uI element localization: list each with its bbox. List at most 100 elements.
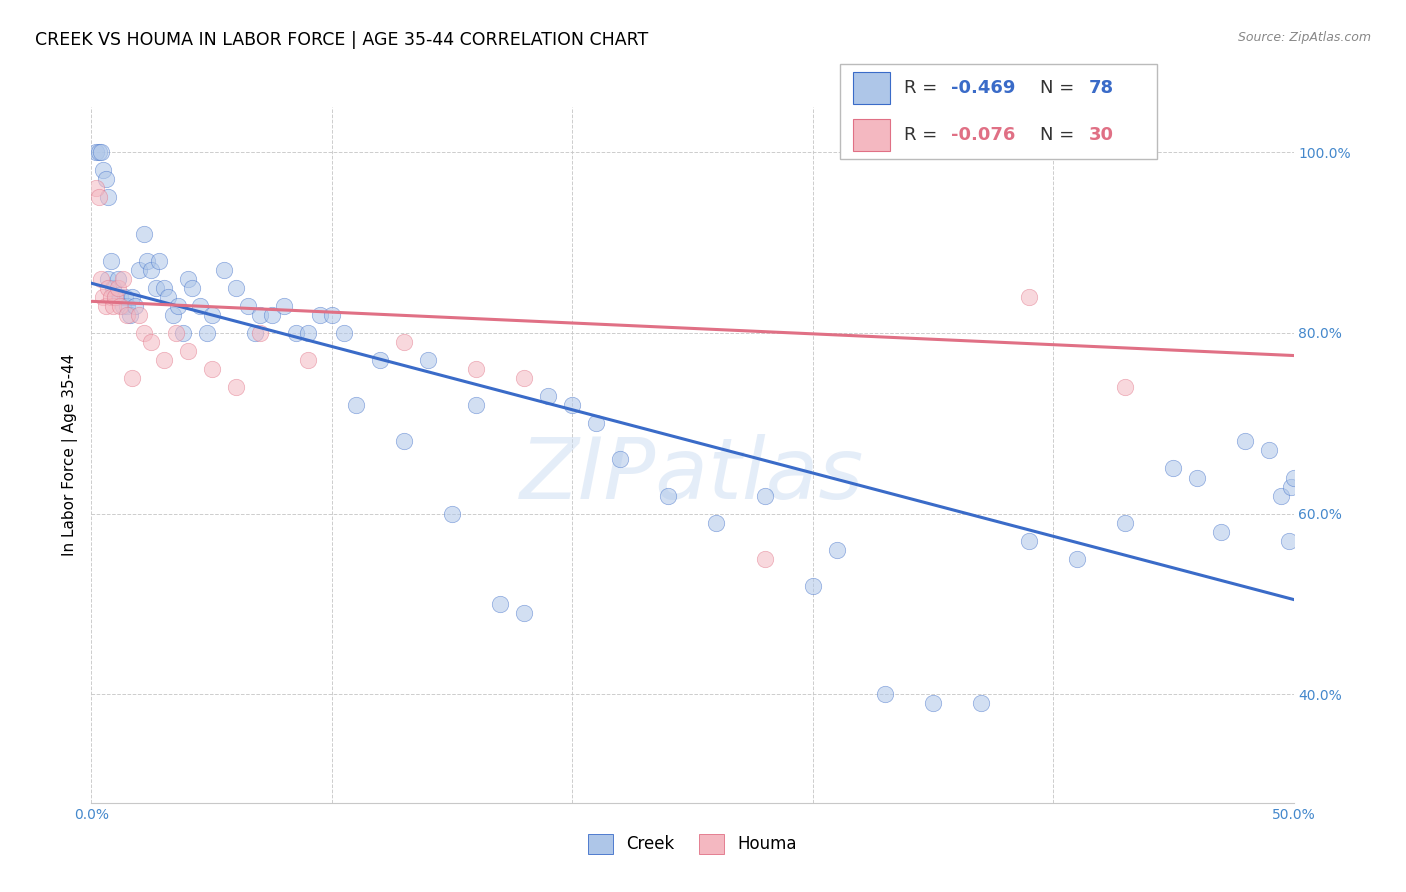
Point: [134, 227, 156, 241]
Point: [392, 334, 415, 349]
Point: [84, 145, 107, 160]
Point: [754, 489, 776, 503]
Point: [141, 262, 163, 277]
Point: [201, 362, 224, 376]
Point: [236, 299, 259, 313]
Text: N =: N =: [1040, 79, 1080, 97]
Point: [344, 398, 367, 412]
Point: [489, 597, 512, 611]
Point: [243, 326, 266, 340]
Text: -0.469: -0.469: [952, 79, 1015, 97]
Point: [104, 290, 127, 304]
Point: [107, 271, 129, 285]
Point: [97, 281, 120, 295]
Point: [465, 398, 488, 412]
Point: [706, 516, 728, 530]
Point: [1114, 516, 1136, 530]
Point: [128, 262, 150, 277]
FancyBboxPatch shape: [852, 71, 890, 104]
Point: [167, 299, 190, 313]
Point: [465, 362, 488, 376]
Point: [1282, 470, 1305, 484]
Point: [1114, 380, 1136, 394]
Point: [117, 299, 139, 313]
Point: [101, 299, 124, 313]
Point: [152, 353, 174, 368]
Text: Source: ZipAtlas.com: Source: ZipAtlas.com: [1237, 31, 1371, 45]
Point: [100, 290, 122, 304]
Point: [1187, 470, 1209, 484]
Point: [1018, 533, 1040, 548]
Point: [117, 308, 139, 322]
Point: [111, 271, 134, 285]
Point: [873, 687, 896, 701]
Point: [84, 181, 107, 195]
Point: [114, 290, 136, 304]
Text: 30: 30: [1088, 126, 1114, 144]
Point: [90, 145, 112, 160]
Point: [176, 344, 198, 359]
Point: [93, 290, 115, 304]
Point: [1066, 551, 1088, 566]
Point: [1279, 479, 1302, 493]
Point: [87, 145, 110, 160]
Point: [609, 452, 631, 467]
Point: [201, 308, 224, 322]
Point: [561, 398, 583, 412]
Point: [801, 579, 824, 593]
Point: [1211, 524, 1233, 539]
Point: [93, 163, 115, 178]
Point: [135, 253, 157, 268]
Point: [181, 281, 204, 295]
Point: [97, 190, 120, 204]
Point: [97, 271, 120, 285]
Point: [111, 299, 134, 313]
Point: [1258, 443, 1281, 458]
Point: [100, 253, 122, 268]
Legend: Creek, Houma: Creek, Houma: [581, 827, 804, 861]
Point: [162, 308, 184, 322]
Text: CREEK VS HOUMA IN LABOR FORCE | AGE 35-44 CORRELATION CHART: CREEK VS HOUMA IN LABOR FORCE | AGE 35-4…: [35, 31, 648, 49]
Point: [107, 281, 129, 295]
Point: [537, 389, 560, 403]
Point: [440, 507, 463, 521]
Point: [308, 308, 330, 322]
Point: [128, 308, 150, 322]
Point: [260, 308, 283, 322]
Point: [657, 489, 679, 503]
Point: [212, 262, 235, 277]
Point: [1018, 290, 1040, 304]
Point: [970, 697, 993, 711]
Point: [922, 697, 945, 711]
Point: [825, 542, 848, 557]
Point: [333, 326, 356, 340]
Point: [121, 290, 143, 304]
Point: [157, 290, 180, 304]
Point: [1278, 533, 1301, 548]
Point: [249, 308, 271, 322]
Point: [165, 326, 187, 340]
Point: [225, 281, 247, 295]
Point: [392, 434, 415, 449]
Point: [585, 417, 607, 431]
Point: [754, 551, 776, 566]
FancyBboxPatch shape: [852, 119, 890, 152]
Point: [297, 353, 319, 368]
Text: R =: R =: [904, 79, 943, 97]
Point: [284, 326, 307, 340]
Point: [134, 326, 156, 340]
Point: [152, 281, 174, 295]
Point: [87, 190, 110, 204]
Point: [110, 290, 132, 304]
Point: [368, 353, 391, 368]
Point: [101, 281, 124, 295]
Point: [94, 172, 117, 186]
Point: [321, 308, 343, 322]
Point: [148, 253, 170, 268]
Point: [249, 326, 271, 340]
Text: ZIPatlas: ZIPatlas: [520, 434, 865, 517]
Point: [176, 271, 198, 285]
Point: [1161, 461, 1184, 475]
Point: [273, 299, 295, 313]
Point: [121, 371, 143, 385]
